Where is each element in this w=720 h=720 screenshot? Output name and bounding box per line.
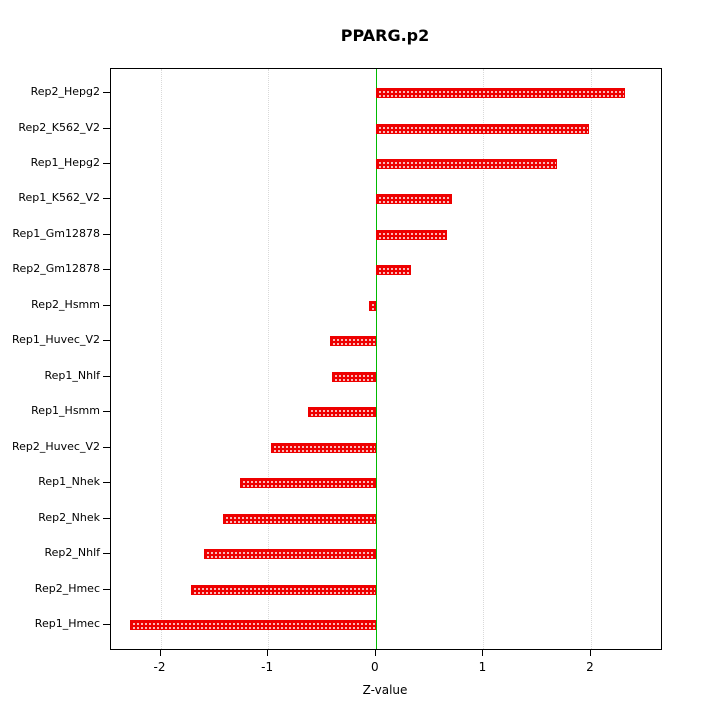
bar-rep1_hsmm [308, 407, 376, 418]
y-axis-tick [103, 411, 110, 413]
y-axis-tick [103, 269, 110, 271]
x-axis-tick [267, 649, 269, 656]
y-axis-tick [103, 553, 110, 555]
y-axis-tick [103, 624, 110, 625]
category-label: Rep1_Gm12878 [12, 226, 100, 240]
bar-rep1_huvec_v2 [329, 336, 376, 347]
x-axis-tick [590, 649, 591, 656]
gridline [268, 69, 270, 649]
y-axis-tick [103, 304, 110, 306]
x-axis-tick [374, 649, 376, 656]
category-label: Rep2_Huvec_V2 [12, 439, 100, 453]
x-axis-label: Z-value [362, 683, 408, 697]
bar-rep1_gm12878 [375, 229, 447, 240]
category-label: Rep2_Hmec [34, 581, 100, 595]
gridline [483, 69, 485, 649]
y-axis-tick [103, 375, 110, 377]
y-axis-tick [103, 340, 110, 342]
y-axis-tick [103, 162, 110, 164]
bar-rep2_hmec [190, 584, 376, 595]
category-label: Rep2_K562_V2 [18, 120, 100, 134]
y-axis-tick [103, 517, 110, 519]
x-tick-label: 1 [478, 660, 487, 674]
x-tick-label: 2 [586, 660, 594, 674]
bar-rep1_nhlf [331, 371, 376, 382]
category-label: Rep2_Hepg2 [30, 85, 100, 98]
category-label: Rep2_Gm12878 [12, 262, 100, 276]
bar-rep2_hepg2 [375, 88, 626, 98]
zero-reference-line [375, 69, 377, 649]
y-axis-tick [103, 446, 110, 448]
chart-title: PPARG.p2 [340, 26, 430, 45]
y-axis-tick [103, 482, 110, 484]
gridline [160, 69, 162, 649]
y-axis-tick [103, 588, 110, 590]
gridline [591, 69, 592, 649]
bar-rep2_nhlf [203, 549, 376, 560]
x-tick-label: -1 [261, 660, 274, 674]
bar-rep2_hsmm [369, 300, 376, 311]
category-label: Rep1_Hmec [34, 617, 100, 630]
category-label: Rep1_Huvec_V2 [12, 333, 100, 347]
bar-rep1_hmec [130, 620, 376, 630]
bar-rep2_nhek [222, 513, 376, 524]
category-label: Rep1_Hepg2 [30, 155, 100, 169]
category-label: Rep2_Nhlf [44, 546, 100, 560]
bar-rep1_hepg2 [375, 158, 557, 169]
x-tick-label: 0 [370, 660, 379, 674]
y-axis-tick [103, 92, 110, 93]
plot-area [110, 68, 662, 650]
y-axis-tick [103, 198, 110, 200]
x-axis-tick [159, 649, 161, 656]
bar-rep1_k562_v2 [375, 194, 453, 205]
y-axis-tick [103, 127, 110, 129]
category-label: Rep2_Hsmm [31, 297, 100, 311]
bar-rep2_gm12878 [375, 265, 412, 276]
bar-rep2_huvec_v2 [271, 442, 376, 453]
x-axis-tick [482, 649, 484, 656]
bar-rep1_nhek [240, 478, 376, 489]
x-tick-label: -2 [153, 660, 166, 674]
category-label: Rep1_Nhek [38, 475, 100, 489]
y-axis-tick [103, 233, 110, 235]
category-label: Rep1_K562_V2 [18, 191, 100, 205]
category-label: Rep2_Nhek [38, 510, 100, 524]
bar-rep2_k562_v2 [375, 123, 589, 134]
category-label: Rep1_Hsmm [31, 404, 100, 418]
category-label: Rep1_Nhlf [44, 368, 100, 382]
